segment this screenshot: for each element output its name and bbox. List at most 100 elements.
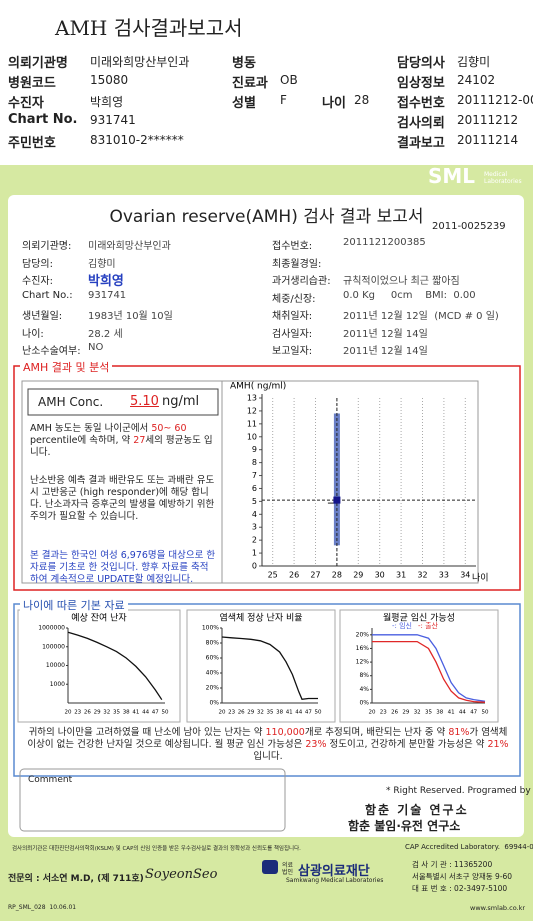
field-label: 나이	[322, 96, 346, 111]
field-value: OB	[280, 73, 298, 87]
x-tick-label: 25	[268, 571, 278, 580]
chart-box	[221, 380, 479, 584]
y-tick-label: 8	[252, 458, 257, 467]
text-run: 개로 추정되며, 배란되는 난자 중 약	[304, 727, 449, 738]
logo-icon	[262, 860, 278, 874]
x-tick-label: 33	[439, 571, 449, 580]
x-tick-label: 34	[460, 571, 470, 580]
field-value: 20111214	[457, 133, 519, 147]
x-tick-label: 29	[402, 710, 409, 716]
x-tick-label: 29	[94, 710, 101, 716]
field-value: 김향미	[457, 55, 491, 69]
x-tick-label: 23	[228, 710, 235, 716]
report-title: Ovarian reserve(AMH) 검사 결과 보고서	[109, 207, 424, 227]
text-run: 귀하의 나이만을 고려하였을 때 난소에 남아 있는 난자는 약	[28, 727, 266, 738]
info-label: 나이:	[22, 328, 44, 340]
x-tick-label: 35	[425, 710, 432, 716]
info-label: 난소수술여부:	[22, 346, 81, 357]
y-tick-label: 8%	[359, 672, 369, 679]
field-label: 진료과	[232, 76, 268, 91]
y-tick-label: 100%	[202, 625, 219, 632]
info-value: 김향미	[88, 258, 116, 270]
field-value: 박희영	[90, 95, 124, 109]
info-value: 2011년 12월 14일	[343, 346, 428, 357]
x-tick-label: 28	[332, 571, 342, 580]
x-tick-label: 29	[353, 571, 363, 580]
x-tick-label: 30	[375, 571, 385, 580]
x-tick-label: 41	[132, 710, 139, 716]
y-tick-label: 3	[252, 523, 257, 532]
y-tick-label: 6	[252, 484, 257, 493]
header-title: AMH 검사결과보고서	[55, 16, 243, 40]
field-label: 검사의뢰	[397, 116, 445, 131]
info-label: 보고일자:	[272, 346, 313, 357]
x-tick-label: 32	[103, 710, 110, 716]
y-tick-label: 1	[252, 549, 257, 558]
text-run: 110,000	[265, 727, 305, 738]
x-tick-label: 44	[459, 710, 466, 716]
text-run: 가 염색체이상이 없는 건강한 난자일 것으로 예상됩니다. 월 평균 임신 가…	[27, 727, 508, 750]
info-label: 담당의:	[22, 258, 53, 270]
y-tick-label: 12%	[356, 659, 370, 666]
y-tick-label: 13	[247, 394, 257, 403]
x-tick-label: 41	[448, 710, 455, 716]
x-tick-label: 35	[113, 710, 120, 716]
y-tick-label: 100000	[42, 643, 65, 650]
field-label: 병원코드	[8, 76, 56, 91]
source-text: 본 결과는 한국인 여성 6,976명을 대상으로 한 자료를 기초로 한 것입…	[30, 550, 216, 585]
x-tick-label: 20	[219, 710, 226, 716]
field-label: 담당의사	[397, 56, 445, 71]
y-tick-label: 10000	[46, 662, 65, 669]
panel	[186, 609, 336, 723]
info-value: 0.0 Kg 0cm BMI: 0.00	[343, 289, 476, 301]
info-label: 체중/신장:	[272, 293, 316, 305]
org-en: Samkwang Medical Laboratories	[286, 877, 384, 884]
x-tick-label: 20	[369, 710, 376, 716]
analysis-frame	[13, 365, 521, 591]
info-value: 1983년 10월 10일	[88, 311, 173, 322]
y-tick-label: 20%	[356, 631, 370, 638]
x-tick-label: 23	[380, 710, 387, 716]
legend-entry: -: 출산	[418, 621, 439, 630]
x-tick-label: 27	[310, 571, 320, 580]
y-tick-label: 4%	[359, 686, 369, 693]
info-value: NO	[88, 342, 104, 353]
y-tick-label: 40%	[206, 670, 220, 677]
x-tick-label: 38	[436, 710, 443, 716]
percentile-text: AMH 농도는 동일 나이군에서 50~ 60 percentile에 속하며,…	[30, 423, 216, 459]
section-title: 나이에 따른 기본 자료	[20, 597, 128, 613]
y-tick-label: 10	[247, 432, 257, 441]
org-name: 삼광의료재단	[298, 864, 370, 879]
y-tick-label: 0	[252, 562, 257, 571]
field-value: 24102	[457, 73, 496, 87]
y-tick-label: 0%	[209, 700, 219, 707]
text-run: 23%	[305, 739, 327, 750]
field-value: 931741	[90, 113, 136, 127]
field-value: 28	[354, 93, 370, 107]
x-tick-label: 26	[238, 710, 245, 716]
field-value: 831010-2******	[90, 133, 184, 147]
x-tick-label: 29	[247, 710, 254, 716]
x-tick-label: 32	[414, 710, 421, 716]
field-value: 20111212	[457, 113, 519, 127]
info-value: 931741	[88, 289, 127, 301]
conc-value: 5.10	[130, 394, 159, 409]
field-label: 수진자	[8, 96, 44, 111]
field-label: 결과보고	[397, 136, 445, 151]
chart-title: 예상 잔여 난자	[71, 612, 127, 624]
footer-code: 검 사 기 관 : 11365200	[412, 860, 493, 869]
data-line	[67, 631, 163, 701]
comment-label: Comment	[28, 775, 73, 785]
field-value: 미래와희망산부인과	[90, 55, 190, 69]
info-label: 채취일자:	[272, 311, 313, 322]
x-tick-label: 41	[286, 710, 293, 716]
text-run: percentile에 속하며, 약	[30, 435, 134, 446]
field-label: 의뢰기관명	[8, 56, 68, 71]
y-tick-label: 11	[247, 419, 257, 428]
x-tick-label: 50	[315, 710, 322, 716]
footer-signature: SoyeonSeo	[145, 867, 218, 882]
x-tick-label: 47	[152, 710, 159, 716]
y-tick-label: 2	[252, 536, 257, 545]
x-tick-label: 47	[470, 710, 477, 716]
